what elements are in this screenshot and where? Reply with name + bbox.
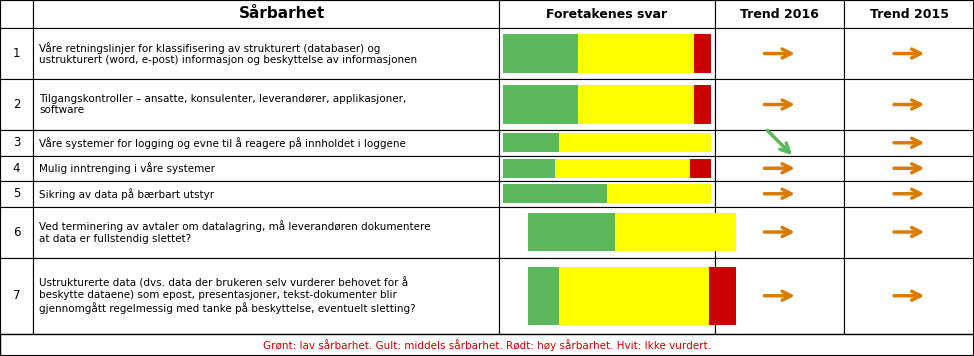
Bar: [844, 130, 974, 156]
Bar: [499, 79, 715, 130]
Bar: [499, 0, 715, 28]
Bar: [33, 257, 499, 334]
Text: Våre systemer for logging og evne til å reagere på innholdet i loggene: Våre systemer for logging og evne til å …: [39, 137, 406, 149]
Text: 6: 6: [13, 225, 20, 239]
Bar: [33, 79, 499, 130]
Bar: [503, 34, 578, 73]
Bar: [0, 130, 33, 156]
Bar: [33, 0, 499, 28]
Bar: [33, 206, 499, 257]
Text: 1: 1: [13, 47, 20, 60]
Bar: [33, 28, 499, 79]
Text: 7: 7: [13, 289, 20, 302]
Bar: [709, 267, 736, 325]
Text: Sårbarhet: Sårbarhet: [240, 6, 325, 21]
Text: Ved terminering av avtaler om datalagring, må leverandøren dokumentere
at data e: Ved terminering av avtaler om datalagrin…: [39, 220, 431, 244]
Bar: [844, 206, 974, 257]
Bar: [715, 257, 844, 334]
Bar: [499, 28, 715, 79]
Bar: [499, 206, 715, 257]
Bar: [0, 181, 33, 206]
Text: Trend 2016: Trend 2016: [740, 7, 819, 21]
Bar: [559, 267, 709, 325]
Text: Mulig inntrenging i våre systemer: Mulig inntrenging i våre systemer: [39, 162, 215, 174]
Text: Grønt: lav sårbarhet. Gult: middels sårbarhet. Rødt: høy sårbarhet. Hvit: Ikke v: Grønt: lav sårbarhet. Gult: middels sårb…: [263, 339, 711, 351]
Bar: [694, 85, 711, 124]
Bar: [694, 34, 711, 73]
Text: Sikring av data på bærbart utstyr: Sikring av data på bærbart utstyr: [39, 188, 214, 200]
Bar: [0, 257, 33, 334]
Bar: [499, 156, 715, 181]
Bar: [844, 257, 974, 334]
Bar: [0, 28, 33, 79]
Bar: [715, 206, 844, 257]
Bar: [844, 0, 974, 28]
Bar: [528, 267, 559, 325]
Bar: [0, 0, 974, 28]
Bar: [499, 130, 715, 156]
Text: 3: 3: [13, 136, 20, 149]
Bar: [499, 257, 715, 334]
Bar: [0, 0, 33, 28]
Bar: [715, 0, 844, 28]
Bar: [715, 156, 844, 181]
Text: Tilgangskontroller – ansatte, konsulenter, leverandører, applikasjoner,
software: Tilgangskontroller – ansatte, konsulente…: [39, 94, 406, 115]
Bar: [33, 181, 499, 206]
Bar: [528, 213, 616, 251]
Bar: [844, 156, 974, 181]
Bar: [715, 28, 844, 79]
Text: Foretakenes svar: Foretakenes svar: [546, 7, 667, 21]
Bar: [555, 158, 691, 178]
Bar: [503, 213, 528, 251]
Text: Trend 2015: Trend 2015: [870, 7, 949, 21]
Bar: [503, 158, 555, 178]
Bar: [616, 213, 736, 251]
Text: Våre retningslinjer for klassifisering av strukturert (databaser) og
ustrukturer: Våre retningslinjer for klassifisering a…: [39, 42, 417, 65]
Bar: [0, 156, 33, 181]
Bar: [844, 181, 974, 206]
Bar: [559, 133, 711, 152]
Bar: [33, 156, 499, 181]
Text: 4: 4: [13, 162, 20, 175]
Bar: [844, 79, 974, 130]
Bar: [0, 206, 33, 257]
Bar: [33, 130, 499, 156]
Bar: [0, 334, 974, 356]
Bar: [715, 79, 844, 130]
Bar: [503, 133, 559, 152]
Text: Ustrukturerte data (dvs. data der brukeren selv vurderer behovet for å
beskytte : Ustrukturerte data (dvs. data der bruker…: [39, 277, 416, 314]
Bar: [578, 34, 694, 73]
Bar: [715, 130, 844, 156]
Bar: [503, 267, 528, 325]
Bar: [607, 184, 711, 203]
Bar: [503, 85, 578, 124]
Bar: [499, 181, 715, 206]
Bar: [0, 79, 33, 130]
Bar: [578, 85, 694, 124]
Text: 2: 2: [13, 98, 20, 111]
Bar: [503, 184, 607, 203]
Text: 5: 5: [13, 187, 20, 200]
Bar: [691, 158, 711, 178]
Bar: [715, 181, 844, 206]
Bar: [844, 28, 974, 79]
